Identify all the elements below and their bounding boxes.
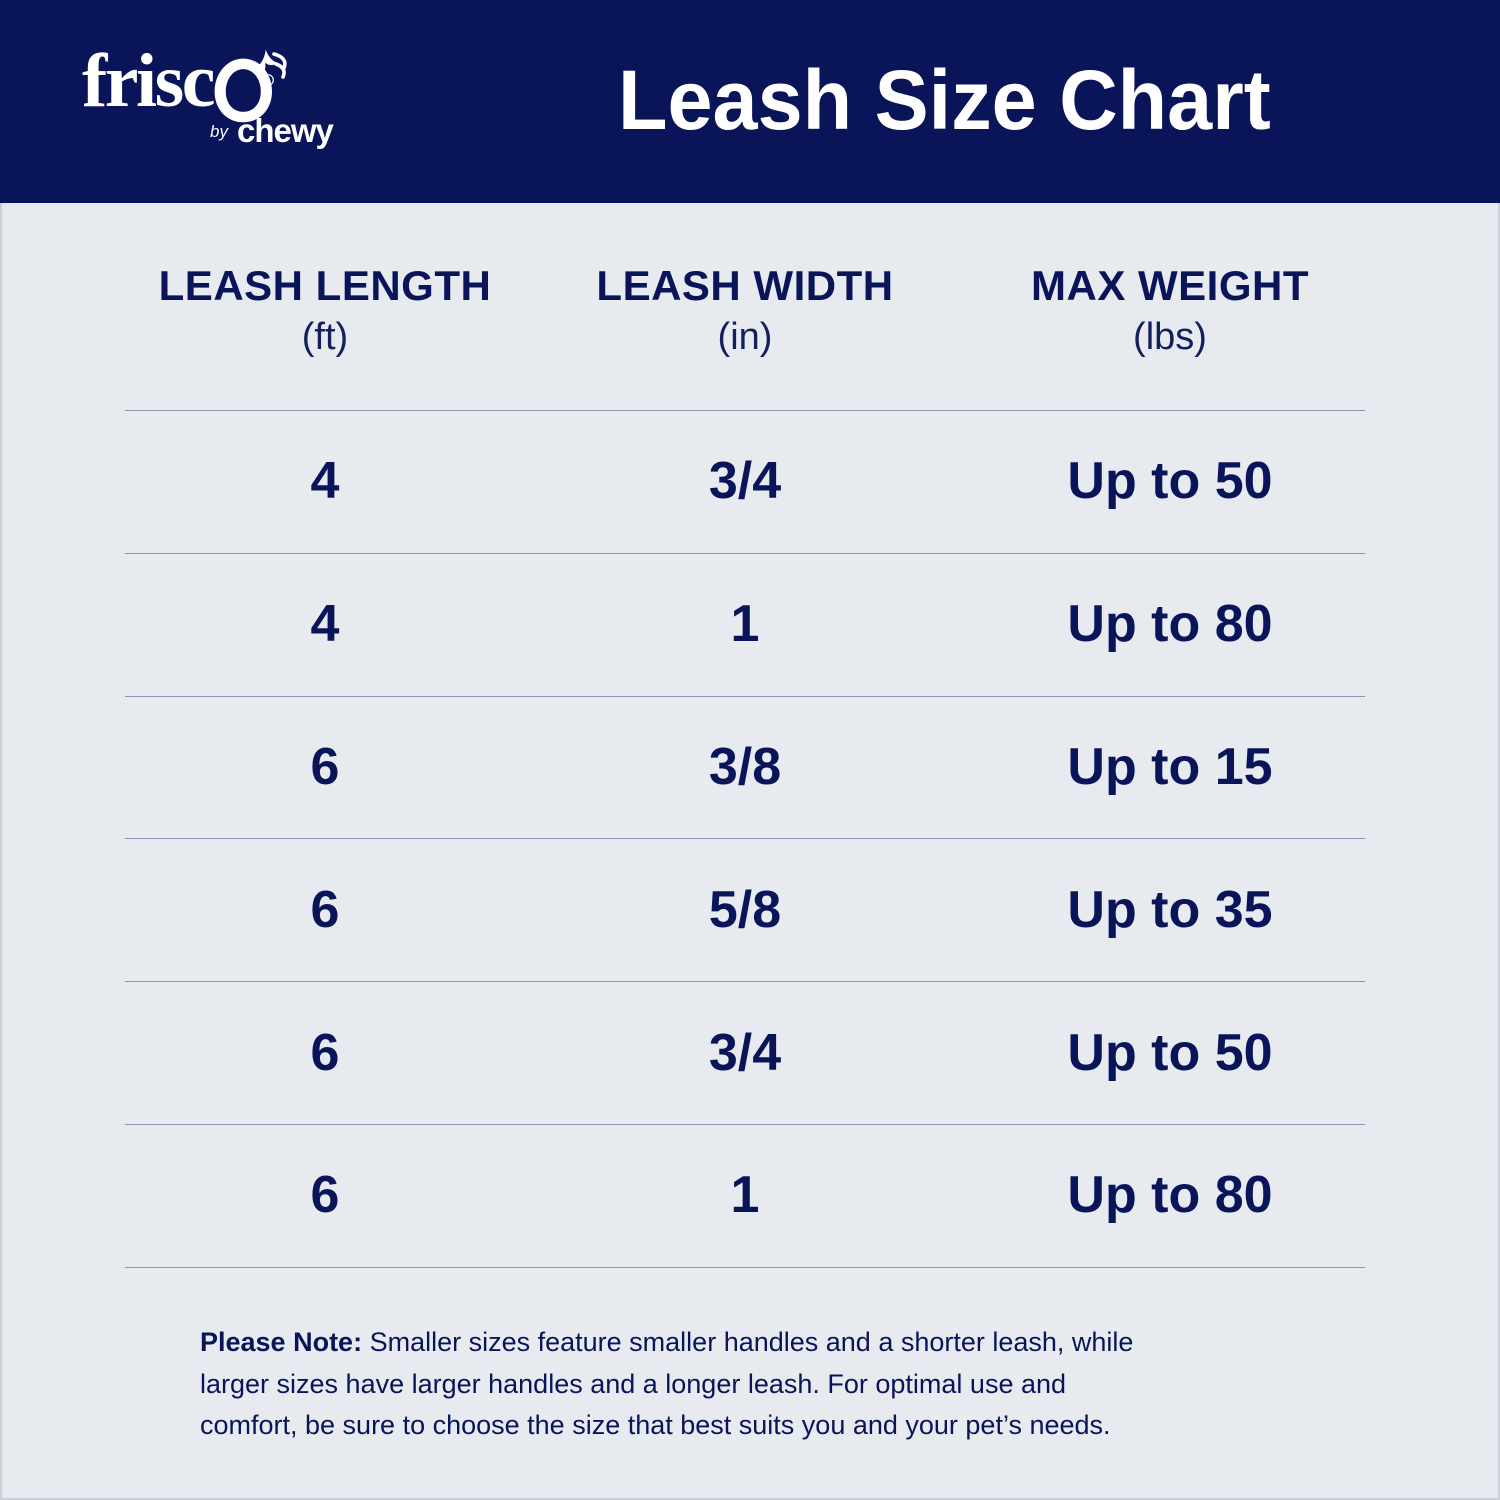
svg-text:frisc: frisc <box>82 39 214 123</box>
svg-text:R: R <box>266 79 271 85</box>
svg-text:by: by <box>210 122 229 141</box>
svg-text:chewy: chewy <box>237 112 335 149</box>
